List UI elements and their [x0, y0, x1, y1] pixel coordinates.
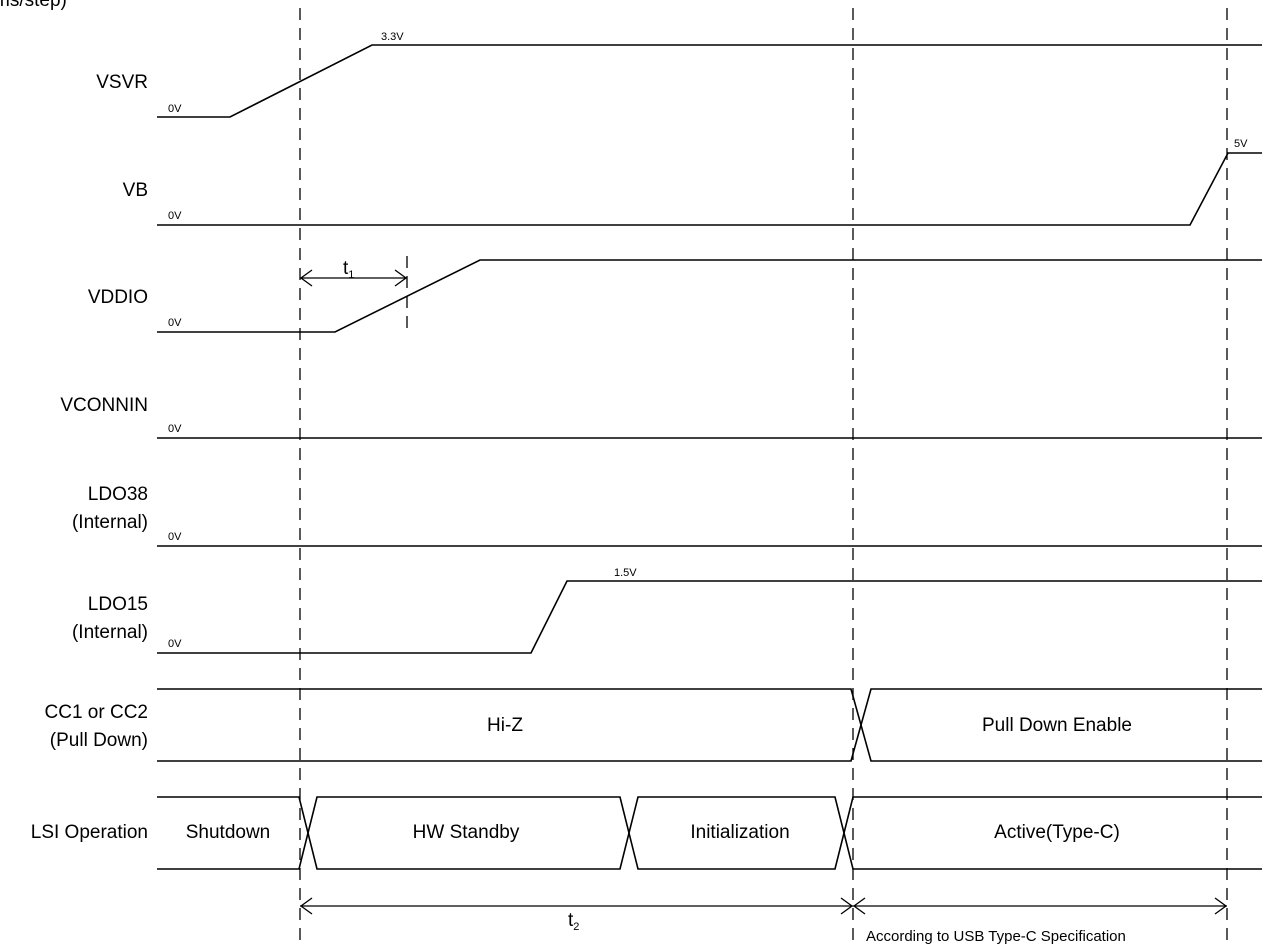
spec-arrowhead-left — [852, 897, 866, 915]
lsi-state-init: Initialization — [690, 822, 789, 843]
t1-label: t1 — [343, 258, 354, 281]
waveform-vsvr — [157, 44, 1262, 118]
t1-arrowhead-left — [299, 269, 313, 287]
level-ldo38-0v: 0V — [168, 531, 182, 543]
level-vsvr-0v: 0V — [168, 103, 182, 115]
signal-label-cc: CC1 or CC2 — [45, 702, 148, 723]
level-vconnin-0v: 0V — [168, 423, 182, 435]
signal-label-vddio: VDDIO — [88, 287, 148, 308]
level-vb-5v: 5V — [1234, 138, 1248, 150]
lsi-state-shutdown: Shutdown — [186, 822, 271, 843]
signal-label-ldo15: LDO15 — [88, 594, 148, 615]
t2-arrowhead-left — [299, 897, 313, 915]
signal-label-ldo38-sub: (Internal) — [72, 512, 148, 533]
header-fragment: ms/step) — [0, 0, 67, 11]
lsi-state-active: Active(Type-C) — [994, 822, 1120, 843]
signal-label-cc-sub: (Pull Down) — [50, 730, 148, 751]
signal-label-lsi: LSI Operation — [31, 822, 148, 843]
signal-label-vb: VB — [123, 180, 148, 201]
level-vb-0v: 0V — [168, 210, 182, 222]
lsi-state-standby: HW Standby — [413, 822, 520, 843]
signal-label-ldo15-sub: (Internal) — [72, 622, 148, 643]
t2-arrowhead-right — [840, 897, 854, 915]
waveform-vb — [157, 152, 1262, 226]
t1-arrowhead-right — [394, 269, 408, 287]
spec-arrowhead-right — [1214, 897, 1228, 915]
t2-label: t2 — [568, 910, 579, 933]
cc-state-hiz: Hi-Z — [487, 715, 523, 736]
level-vddio-0v: 0V — [168, 317, 182, 329]
level-ldo15-0v: 0V — [168, 638, 182, 650]
level-vsvr-3v3: 3.3V — [381, 31, 404, 43]
cc-state-pulldown: Pull Down Enable — [982, 715, 1132, 736]
waveform-cc-bottom — [157, 688, 1262, 762]
waveform-lsi-bottom — [157, 796, 1262, 870]
waveform-vddio — [157, 259, 1262, 333]
level-ldo15-1v5: 1.5V — [614, 567, 637, 579]
signal-label-vconnin: VCONNIN — [60, 395, 148, 416]
signal-label-vsvr: VSVR — [96, 72, 148, 93]
signal-label-ldo38: LDO38 — [88, 484, 148, 505]
spec-note: According to USB Type-C Specification — [866, 928, 1126, 945]
waveform-ldo15 — [157, 580, 1262, 654]
